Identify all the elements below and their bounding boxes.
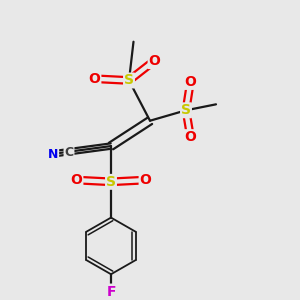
Text: O: O: [148, 54, 160, 68]
Text: F: F: [106, 284, 116, 298]
Text: C: C: [64, 146, 74, 159]
Text: O: O: [140, 173, 152, 187]
Text: S: S: [181, 103, 191, 117]
Text: O: O: [184, 130, 196, 144]
Text: S: S: [124, 74, 134, 88]
Text: O: O: [70, 173, 83, 187]
Text: O: O: [88, 72, 101, 86]
Text: N: N: [48, 148, 58, 161]
Text: O: O: [184, 75, 196, 89]
Text: S: S: [106, 175, 116, 189]
